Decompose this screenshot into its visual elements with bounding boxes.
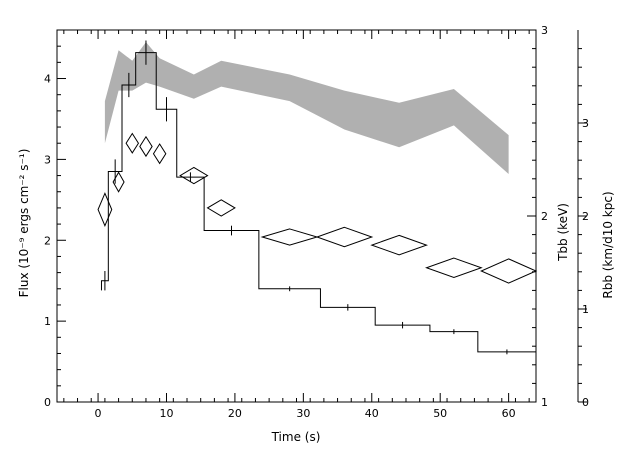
rbb-tick-label: 2 — [582, 210, 589, 223]
radius-diamond — [315, 226, 374, 248]
tbb-tick-label: 3 — [541, 24, 548, 37]
x-tick-label: 20 — [228, 407, 242, 420]
x-tick-label: 10 — [159, 407, 173, 420]
radius-diamond — [139, 135, 153, 158]
x-tick-label: 0 — [95, 407, 102, 420]
y-tick-label: 0 — [44, 396, 51, 409]
radius-diamond — [206, 199, 236, 217]
radius-diamond — [152, 143, 167, 165]
y-tick-label: 1 — [44, 315, 51, 328]
rbb-tick-label: 1 — [582, 303, 589, 316]
temperature-band-area — [104, 42, 509, 174]
radius-diamond — [480, 258, 538, 284]
tbb-axis-label: Tbb (keV) — [556, 203, 570, 262]
x-axis-label: Time (s) — [271, 430, 321, 444]
tbb-tick-label: 2 — [541, 210, 548, 223]
rbb-tick-label: 3 — [582, 117, 589, 130]
x-tick-label: 50 — [433, 407, 447, 420]
radius-diamond — [425, 257, 483, 278]
radius-diamond — [112, 171, 125, 193]
radius-diamond — [179, 166, 209, 185]
x-tick-label: 30 — [296, 407, 310, 420]
rbb-axis-label: Rbb (km/d10 kpc) — [601, 191, 615, 298]
y-tick-label: 3 — [44, 153, 51, 166]
y-tick-label: 2 — [44, 234, 51, 247]
radius-diamond — [370, 234, 429, 256]
rbb-tick-label: 0 — [582, 396, 589, 409]
radius-diamond — [125, 132, 140, 154]
x-tick-label: 40 — [365, 407, 379, 420]
temperature-band — [104, 42, 509, 174]
radius-diamond — [260, 228, 319, 246]
y-tick-label: 4 — [44, 73, 51, 86]
radius-diamond — [97, 192, 113, 227]
radius-diamonds — [97, 132, 538, 284]
tbb-tick-label: 1 — [541, 396, 548, 409]
y-axis-label: Flux (10⁻⁹ ergs cm⁻² s⁻¹) — [17, 149, 31, 298]
x-tick-label: 60 — [502, 407, 516, 420]
